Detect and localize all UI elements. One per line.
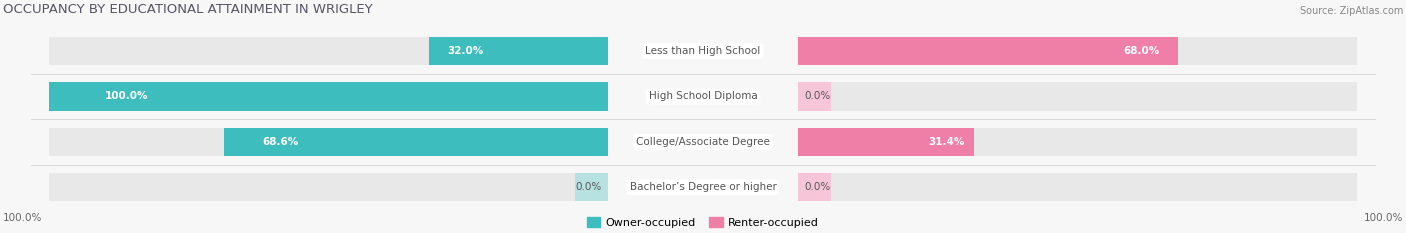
- Bar: [797, 173, 831, 202]
- Text: 100.0%: 100.0%: [104, 92, 148, 102]
- Bar: [797, 82, 831, 111]
- Text: High School Diploma: High School Diploma: [648, 92, 758, 102]
- Text: 0.0%: 0.0%: [575, 182, 602, 192]
- Text: College/Associate Degree: College/Associate Degree: [636, 137, 770, 147]
- Bar: [797, 37, 1357, 65]
- Text: 68.6%: 68.6%: [263, 137, 299, 147]
- Legend: Owner-occupied, Renter-occupied: Owner-occupied, Renter-occupied: [582, 213, 824, 232]
- Bar: [49, 37, 609, 65]
- Bar: [49, 82, 609, 111]
- Text: 68.0%: 68.0%: [1123, 46, 1160, 56]
- Text: 0.0%: 0.0%: [804, 182, 831, 192]
- Text: 32.0%: 32.0%: [447, 46, 484, 56]
- Bar: [225, 128, 609, 156]
- Bar: [797, 128, 1357, 156]
- Bar: [797, 37, 1178, 65]
- Bar: [575, 173, 609, 202]
- Bar: [797, 173, 1357, 202]
- Text: 100.0%: 100.0%: [1364, 213, 1403, 223]
- Bar: [49, 173, 609, 202]
- Bar: [797, 82, 1357, 111]
- Bar: [797, 128, 973, 156]
- Text: Less than High School: Less than High School: [645, 46, 761, 56]
- Bar: [49, 82, 609, 111]
- Text: Bachelor’s Degree or higher: Bachelor’s Degree or higher: [630, 182, 776, 192]
- Bar: [49, 128, 609, 156]
- Text: 100.0%: 100.0%: [3, 213, 42, 223]
- Bar: [429, 37, 609, 65]
- Text: 0.0%: 0.0%: [804, 92, 831, 102]
- Text: OCCUPANCY BY EDUCATIONAL ATTAINMENT IN WRIGLEY: OCCUPANCY BY EDUCATIONAL ATTAINMENT IN W…: [3, 3, 373, 16]
- Text: Source: ZipAtlas.com: Source: ZipAtlas.com: [1301, 6, 1403, 16]
- Text: 31.4%: 31.4%: [928, 137, 965, 147]
